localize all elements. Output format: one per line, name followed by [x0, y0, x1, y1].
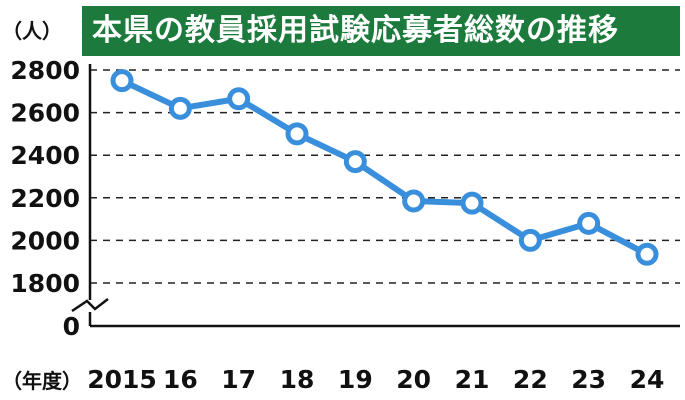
y-tick-label: 2200 [10, 184, 80, 213]
y-tick-label: 2600 [10, 99, 80, 128]
y-tick-label: 2000 [10, 226, 80, 255]
data-point [518, 228, 542, 252]
x-tick-label: 24 [630, 365, 665, 394]
x-tick-label: 18 [280, 365, 315, 394]
axis-break-mark [71, 298, 109, 313]
series-line [120, 77, 649, 257]
data-point [460, 191, 484, 215]
y-unit-label: （人） [2, 19, 62, 43]
x-tick-label: 20 [396, 365, 431, 394]
x-unit-label: （年度） [2, 369, 82, 393]
x-tick-label: 21 [455, 365, 490, 394]
x-tick-label: 22 [513, 365, 548, 394]
y-tick-label: 2400 [10, 141, 80, 170]
y-tick-label: 2800 [10, 56, 80, 85]
y-tick-label: 1800 [10, 269, 80, 298]
data-point [285, 122, 309, 146]
data-point [168, 96, 192, 120]
x-tick-label: 19 [338, 365, 373, 394]
data-point [227, 87, 251, 111]
data-point [110, 69, 134, 93]
x-tick-label: 2015 [87, 365, 157, 394]
x-tick-label: 23 [571, 365, 606, 394]
data-point [577, 211, 601, 235]
data-point [635, 242, 659, 266]
x-tick-label: 17 [221, 365, 256, 394]
chart-title: 本県の教員採用試験応募者総数の推移 [82, 6, 680, 56]
data-point [343, 150, 367, 174]
data-point [402, 189, 426, 213]
x-tick-label: 16 [163, 365, 198, 394]
y-tick-label: 0 [63, 312, 80, 341]
